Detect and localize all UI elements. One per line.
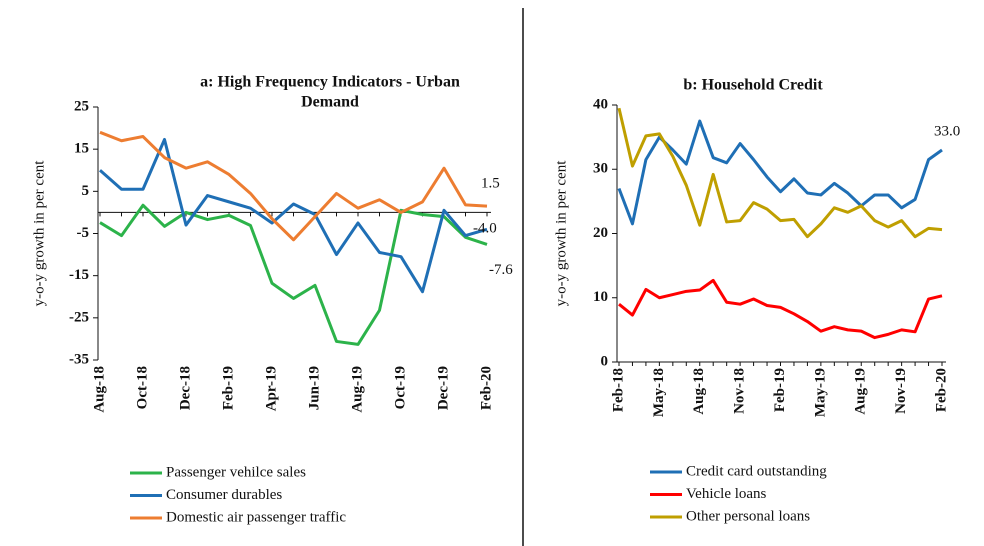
value-label: 1.5 <box>481 176 500 192</box>
legend-label: Consumer durables <box>166 487 282 503</box>
x-tick-label: Aug-18 <box>91 366 107 413</box>
chart-title: b: Household Credit <box>683 77 823 94</box>
x-tick-label: Dec-18 <box>177 366 193 410</box>
series-line <box>99 130 488 242</box>
x-tick-label: Aug-18 <box>691 368 707 415</box>
series-line <box>617 107 943 239</box>
value-label: -7.6 <box>489 262 513 278</box>
x-tick-label: Nov-18 <box>732 368 748 414</box>
y-tick-label: 15 <box>74 141 89 157</box>
y-tick-label: -5 <box>77 225 90 241</box>
y-tick-label: 30 <box>593 161 608 177</box>
legend-label: Vehicle loans <box>686 486 767 502</box>
y-axis-label: y-o-y growth in per cent <box>31 160 47 307</box>
chart-title: Demand <box>301 94 359 111</box>
x-tick-label: Oct-19 <box>392 366 408 409</box>
y-tick-label: 5 <box>82 183 90 199</box>
chart-title: a: High Frequency Indicators - Urban <box>200 74 460 91</box>
x-tick-label: Feb-19 <box>772 368 788 412</box>
x-tick-label: Aug-19 <box>349 366 365 413</box>
y-tick-label: 25 <box>74 98 89 114</box>
x-tick-label: Oct-18 <box>134 366 150 409</box>
x-tick-label: Feb-19 <box>220 366 236 410</box>
x-tick-label: Jun-19 <box>306 366 322 410</box>
x-tick-label: Feb-20 <box>478 366 494 410</box>
legend-label: Passenger vehilce sales <box>166 464 306 480</box>
series-line <box>99 203 488 346</box>
legend-label: Other personal loans <box>686 508 810 524</box>
y-axis-label: y-o-y growth in per cent <box>553 160 569 307</box>
x-tick-label: Feb-18 <box>610 368 626 412</box>
legend-label: Credit card outstanding <box>686 463 827 479</box>
x-tick-label: Apr-19 <box>263 366 279 411</box>
y-tick-label: -35 <box>69 351 89 367</box>
x-tick-label: May-19 <box>812 368 828 417</box>
x-tick-label: Aug-19 <box>853 368 869 415</box>
y-tick-label: -25 <box>69 309 89 325</box>
series-line <box>618 278 943 340</box>
series-line <box>617 119 943 226</box>
y-tick-label: 20 <box>593 225 608 241</box>
value-label: 33.0 <box>934 123 960 139</box>
x-tick-label: Nov-19 <box>893 368 909 414</box>
y-tick-label: -15 <box>69 267 89 283</box>
legend-label: Domestic air passenger traffic <box>166 509 346 525</box>
value-label: -4.0 <box>473 221 497 237</box>
y-tick-label: 10 <box>593 289 608 305</box>
x-tick-label: Dec-19 <box>435 366 451 410</box>
series-line <box>99 137 488 294</box>
y-tick-label: 0 <box>601 353 609 369</box>
y-tick-label: 40 <box>593 96 608 112</box>
x-tick-label: Feb-20 <box>933 368 949 412</box>
x-tick-label: May-18 <box>651 368 667 417</box>
